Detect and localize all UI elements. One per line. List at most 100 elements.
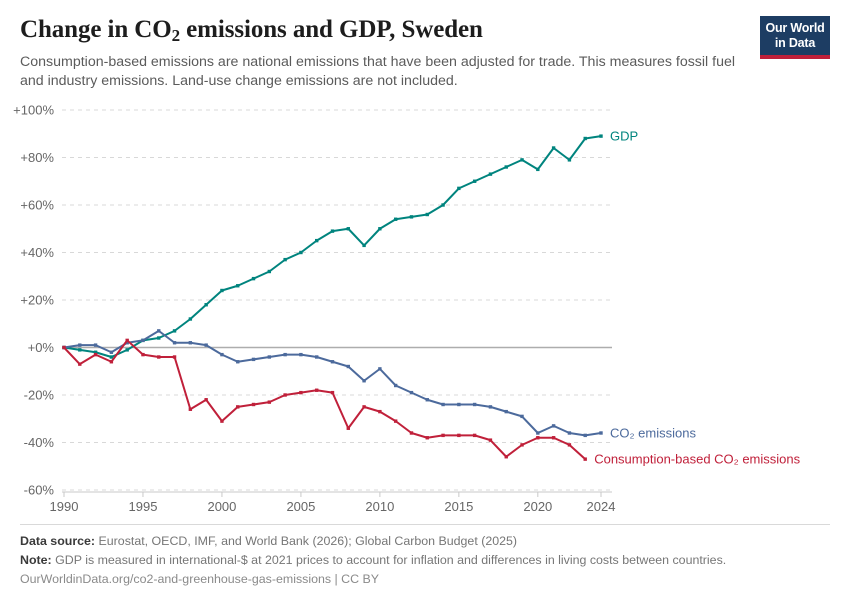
data-source-label: Data source: (20, 534, 96, 548)
y-axis-tick-label: +40% (20, 245, 54, 260)
data-point-marker (441, 203, 445, 207)
data-series[interactable] (62, 134, 603, 359)
data-point-marker (204, 343, 208, 347)
data-point-marker (78, 362, 82, 366)
data-point-marker (125, 341, 129, 345)
data-point-marker (220, 288, 224, 293)
data-point-marker (504, 165, 508, 169)
x-axis-tick-label: 1995 (129, 499, 158, 514)
data-point-marker (157, 355, 161, 359)
data-point-marker (220, 352, 224, 357)
data-point-marker (457, 186, 461, 191)
y-axis-tick-label: -20% (24, 388, 55, 403)
data-point-marker (504, 455, 508, 459)
data-point-marker (457, 402, 461, 407)
series-line (63, 329, 602, 437)
page-title-suffix: emissions and GDP, Sweden (180, 16, 483, 43)
data-point-marker (346, 426, 350, 430)
data-point-marker (599, 431, 603, 435)
y-axis-tick-label: +0% (28, 340, 55, 355)
data-point-marker (157, 329, 161, 333)
y-axis-tick-label: -40% (24, 435, 55, 450)
data-point-marker (583, 457, 587, 461)
chart-plot-area: -60% -40% -20% +0% +20% +40% +60% +80% +100% 199… (0, 96, 850, 516)
our-world-in-data-logo[interactable]: Our World in Data (760, 16, 830, 59)
data-point-marker (283, 257, 287, 262)
data-point-marker (62, 345, 66, 350)
data-point-marker (425, 398, 429, 402)
page-title-prefix: Change in CO (20, 16, 172, 43)
data-point-marker (125, 338, 129, 343)
x-axis-tick-label: 2015 (444, 499, 473, 514)
data-point-marker (267, 400, 272, 404)
data-point-marker (188, 317, 193, 321)
data-point-marker (472, 402, 477, 407)
data-point-marker (441, 433, 445, 438)
data-point-marker (109, 360, 114, 364)
data-point-marker (362, 405, 366, 409)
chart-footer: Data source: Eurostat, OECD, IMF, and Wo… (20, 524, 830, 590)
data-point-marker (520, 158, 524, 162)
x-axis-tick-labels: 1990 1995 2000 2005 2010 2015 2020 2024 (50, 499, 616, 514)
note-text: GDP is measured in international-$ at 20… (55, 552, 727, 567)
data-point-marker (583, 433, 587, 438)
data-point-marker (299, 352, 303, 357)
data-point-marker (93, 343, 98, 347)
data-point-marker (409, 390, 414, 395)
data-point-marker (93, 352, 98, 357)
data-point-marker (330, 360, 335, 364)
series-label-gdp[interactable]: GDP (610, 129, 638, 144)
data-point-marker (172, 329, 177, 333)
data-point-marker (457, 433, 461, 438)
data-point-marker (251, 402, 256, 407)
x-axis-tick-label: 1990 (50, 499, 79, 514)
data-point-marker (599, 134, 603, 138)
series-label-co2-emissions[interactable]: CO₂ emissions (610, 426, 696, 441)
data-point-marker (204, 398, 208, 402)
data-point-marker (346, 227, 350, 231)
data-point-marker (393, 383, 398, 388)
data-point-marker (583, 136, 587, 141)
data-point-marker (362, 243, 366, 248)
x-axis-tick-label: 2010 (365, 499, 394, 514)
data-point-marker (472, 179, 477, 183)
data-point-marker (488, 438, 493, 442)
data-series-group (62, 134, 603, 461)
data-point-marker (172, 341, 177, 345)
data-point-marker (236, 405, 240, 409)
data-point-marker (315, 355, 319, 359)
x-axis (62, 491, 612, 497)
series-label-consumption-based-co2[interactable]: Consumption-based CO₂ emissions (594, 452, 800, 467)
data-point-marker (536, 431, 540, 435)
chart-header: Change in CO2 emissions and GDP, Sweden … (20, 16, 830, 92)
data-point-marker (283, 393, 287, 397)
y-axis-tick-label: +20% (20, 293, 54, 308)
y-axis-tick-label: +60% (20, 198, 54, 213)
data-point-marker (172, 355, 177, 359)
data-point-marker (267, 355, 272, 359)
data-point-marker (299, 250, 303, 255)
data-point-marker (551, 424, 556, 428)
data-series[interactable] (62, 329, 603, 438)
data-point-marker (346, 364, 350, 369)
page-title-subscript: 2 (171, 26, 181, 45)
logo-line-1: Our World (765, 21, 825, 35)
data-point-marker (409, 431, 414, 435)
data-point-marker (488, 172, 493, 176)
source-link[interactable]: OurWorldinData.org/co2-and-greenhouse-ga… (20, 571, 380, 586)
y-axis-tick-label: +80% (20, 150, 54, 165)
x-axis-tick-label: 2005 (286, 499, 315, 514)
data-series[interactable] (62, 338, 587, 461)
data-point-marker (378, 227, 382, 231)
data-point-marker (125, 348, 129, 352)
data-point-marker (488, 405, 493, 409)
data-point-marker (283, 352, 287, 357)
data-point-marker (425, 212, 429, 217)
note-line: Note: GDP is measured in international-$… (20, 551, 830, 570)
data-source-line: Data source: Eurostat, OECD, IMF, and Wo… (20, 532, 830, 551)
data-point-marker (378, 367, 382, 371)
data-point-marker (315, 238, 319, 243)
data-point-marker (472, 433, 477, 438)
page-title: Change in CO2 emissions and GDP, Sweden (20, 16, 740, 45)
